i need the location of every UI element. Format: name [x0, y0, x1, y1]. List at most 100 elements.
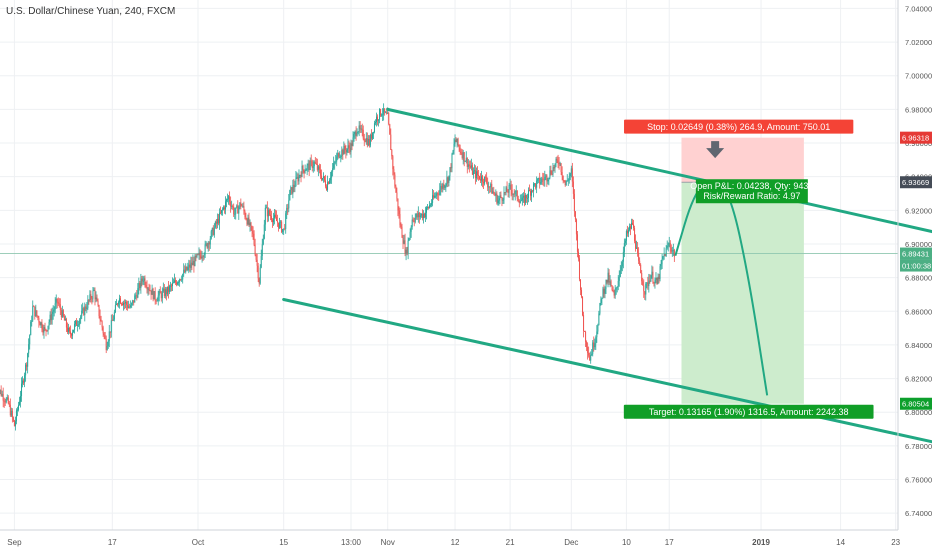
candle-body: [293, 184, 295, 188]
candle-body: [107, 341, 109, 347]
candle-body: [401, 226, 403, 238]
candle-body: [148, 288, 150, 291]
candle-body: [195, 255, 197, 257]
candle-body: [29, 335, 31, 345]
candle-body: [535, 183, 537, 188]
candle-body: [113, 312, 115, 320]
candle-body: [616, 286, 618, 289]
candle-body: [431, 202, 433, 205]
candle-body: [560, 163, 562, 173]
candle-body: [249, 222, 251, 226]
candle-body: [392, 156, 394, 170]
candle-body: [262, 238, 264, 245]
stop-label[interactable]: Stop: 0.02649 (0.38%) 264.9, Amount: 750…: [624, 119, 854, 134]
candle-body: [31, 320, 33, 322]
candle-body: [220, 209, 222, 214]
candle-body: [213, 227, 215, 235]
candle-body: [88, 299, 90, 301]
candle-body: [536, 180, 538, 188]
candle-body: [175, 280, 177, 283]
pnl-label[interactable]: Open P&L: 0.04238, Qty: 9437Risk/Reward …: [690, 179, 813, 204]
candle-body: [648, 280, 650, 287]
candle-body: [649, 280, 651, 282]
candle-body: [445, 183, 447, 186]
candle-body: [100, 319, 102, 322]
candle-body: [304, 170, 306, 173]
candle-body: [128, 306, 130, 308]
candle-body: [28, 344, 30, 354]
y-tick-label: 6.84000: [905, 341, 932, 350]
candle-body: [455, 139, 457, 143]
candle-body: [191, 262, 193, 266]
candle-body: [438, 194, 440, 196]
candle-body: [328, 182, 330, 184]
candle-body: [43, 327, 45, 333]
candle-body: [130, 305, 132, 308]
candle-body: [350, 143, 352, 152]
candle-body: [158, 291, 160, 296]
candle-body: [227, 199, 229, 200]
candle-body: [264, 207, 266, 225]
candle-body: [351, 143, 353, 146]
candle-body: [402, 237, 404, 244]
position-zones: [0, 137, 898, 404]
candle-body: [119, 298, 121, 304]
candle-body: [166, 286, 168, 295]
candle-body: [653, 282, 655, 284]
candle-body: [565, 180, 567, 186]
candle-body: [246, 219, 248, 225]
candle-body: [269, 214, 271, 216]
candle-body: [33, 306, 35, 308]
candle-body: [457, 138, 459, 146]
candle-body: [405, 249, 407, 254]
candle-body: [48, 321, 50, 326]
candle-body: [490, 183, 492, 187]
candle-body: [563, 180, 565, 182]
candle-body: [584, 331, 586, 332]
candle-body: [261, 244, 263, 256]
candle-body: [143, 278, 145, 281]
candle-body: [529, 190, 530, 191]
x-tick-label: Oct: [192, 538, 205, 547]
candle-body: [586, 341, 588, 347]
candle-body: [282, 229, 284, 233]
candle-body: [32, 306, 34, 321]
candle-body: [620, 266, 622, 271]
candle-body: [17, 404, 19, 410]
candle-body: [102, 327, 104, 334]
candle-body: [290, 187, 292, 190]
candle-body: [339, 157, 341, 158]
candle-body: [482, 176, 484, 182]
trendline-2[interactable]: [282, 297, 932, 445]
position-labels[interactable]: Stop: 0.02649 (0.38%) 264.9, Amount: 750…: [623, 119, 874, 419]
candle-body: [153, 291, 155, 300]
candle-body: [491, 183, 493, 194]
candle-body: [663, 254, 665, 257]
x-tick-label: Dec: [564, 538, 578, 547]
candle-body: [463, 152, 465, 162]
candle-body: [436, 193, 438, 196]
candle-body: [429, 205, 431, 208]
candle-body: [571, 168, 573, 182]
candle-body: [514, 191, 516, 195]
candle-body: [576, 234, 578, 252]
candle-body: [281, 221, 283, 233]
stop-zone: [681, 137, 804, 183]
candle-body: [74, 323, 76, 330]
candle-body: [86, 308, 88, 310]
candle-body: [172, 282, 173, 286]
candle-body: [126, 301, 128, 305]
candle-body: [338, 153, 340, 158]
target-label-text: Target: 0.13165 (1.90%) 1316.5, Amount: …: [649, 407, 849, 417]
candle-body: [154, 291, 156, 301]
candle-body: [456, 138, 458, 143]
candle-body: [441, 185, 443, 189]
candle-body: [16, 409, 18, 411]
y-tick-label: 6.98000: [905, 105, 932, 114]
candle-body: [489, 186, 491, 188]
candle-body: [321, 177, 323, 180]
target-label[interactable]: Target: 0.13165 (1.90%) 1316.5, Amount: …: [623, 404, 874, 419]
candle-body: [177, 282, 179, 285]
